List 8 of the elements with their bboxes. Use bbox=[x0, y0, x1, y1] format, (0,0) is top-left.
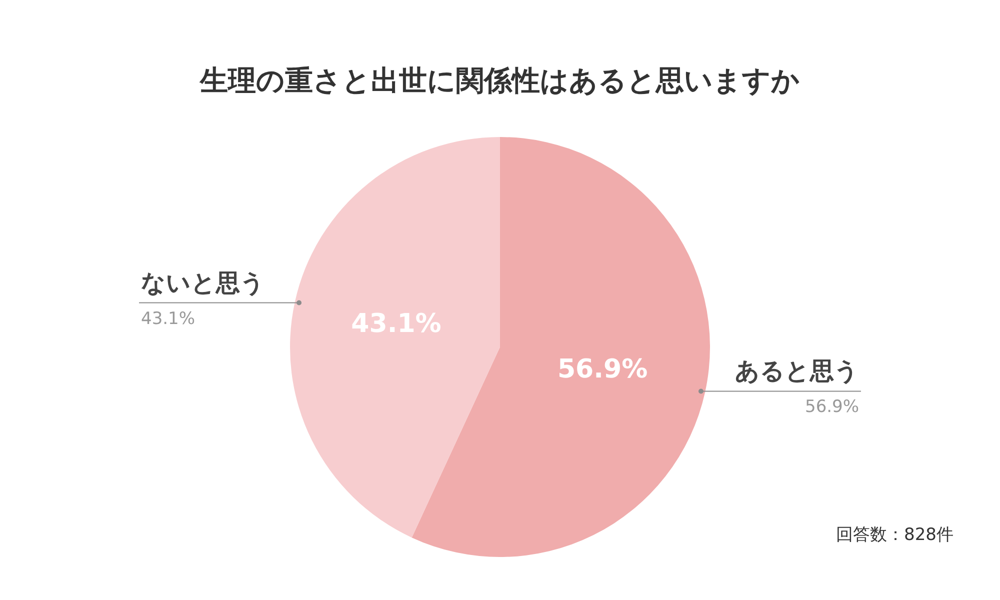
pie-slice bbox=[290, 137, 500, 538]
slice-label: あると思う bbox=[735, 357, 859, 385]
text: 56.9% bbox=[805, 397, 860, 417]
text: 回答数：828件 bbox=[836, 525, 954, 545]
chart-title: 生理の重さと出世に関係性はあると思いますか bbox=[199, 64, 800, 97]
text: 43.1% bbox=[141, 309, 196, 329]
data-label: 56.9% bbox=[557, 354, 648, 385]
slice-label: ないと思う bbox=[141, 269, 265, 297]
